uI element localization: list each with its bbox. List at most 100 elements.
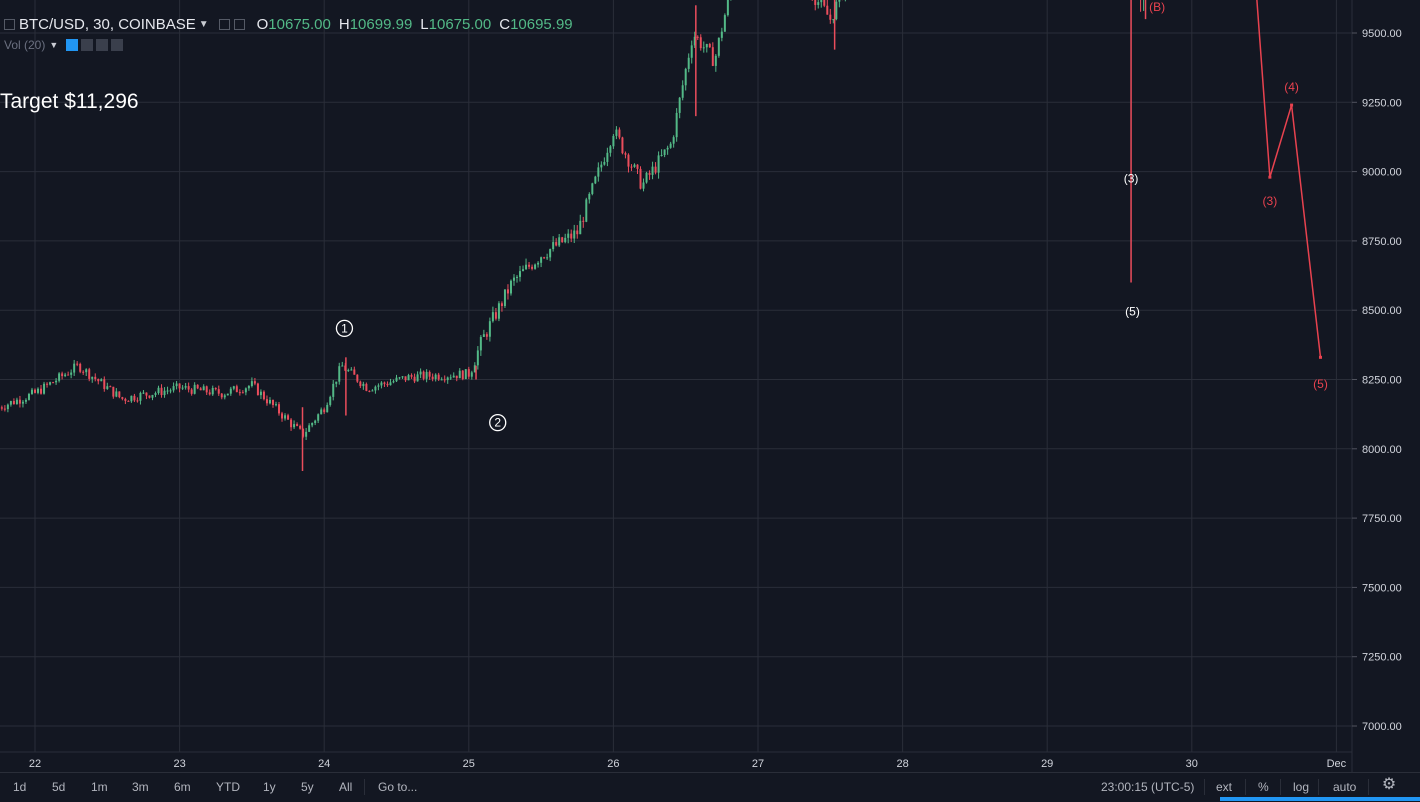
range-ytd[interactable]: YTD xyxy=(216,780,240,794)
candle-body xyxy=(184,386,187,388)
collapse-icon[interactable] xyxy=(4,18,15,30)
candle-body xyxy=(446,377,449,381)
candle-body xyxy=(639,168,642,189)
candle-body xyxy=(43,383,46,394)
bottom-toolbar: 1d 5d 1m 3m 6m YTD 1y 5y All Go to... 23… xyxy=(0,772,1420,802)
candle-body xyxy=(814,0,817,5)
candle-body xyxy=(476,350,479,366)
candle-body xyxy=(205,386,208,393)
candle-body xyxy=(226,393,229,396)
range-1d[interactable]: 1d xyxy=(13,780,27,794)
candle-body xyxy=(654,166,657,173)
candle-body xyxy=(838,0,841,2)
candle-body xyxy=(582,220,585,222)
candle-body xyxy=(121,397,124,399)
candle-body xyxy=(70,372,73,375)
candle-body xyxy=(666,147,669,150)
goto-button[interactable]: Go to... xyxy=(378,780,418,794)
candle-body xyxy=(151,394,154,398)
candle-body xyxy=(154,393,157,395)
candle-body xyxy=(3,408,6,410)
eye-icon[interactable] xyxy=(66,39,79,51)
candle-body xyxy=(708,44,711,48)
candle-body xyxy=(525,264,528,270)
price-axis: 12000.0011750.0011500.0011250.0011000.00… xyxy=(1352,28,1402,733)
candle-body xyxy=(720,31,723,38)
close-icon[interactable] xyxy=(111,39,124,51)
price-tick-label: 7250.00 xyxy=(1362,652,1402,664)
candle-body xyxy=(829,14,832,20)
candle-body xyxy=(362,383,365,387)
price-tick-label: 9500.00 xyxy=(1362,28,1402,40)
range-1m[interactable]: 1m xyxy=(91,780,108,794)
wave-label-red: (3) xyxy=(1263,194,1278,208)
time-tick-label: 29 xyxy=(1041,758,1053,770)
candle-body xyxy=(12,401,15,405)
volume-indicator[interactable]: Vol (20) ▼ xyxy=(4,37,126,53)
candle-body xyxy=(555,242,558,246)
chevron-down-icon[interactable]: ▼ xyxy=(49,40,59,50)
eye-icon[interactable] xyxy=(218,18,230,30)
candle-body xyxy=(178,383,181,389)
candle-body xyxy=(488,321,491,337)
candle-body xyxy=(561,237,564,243)
candle-body xyxy=(250,381,253,386)
settings-gear-icon[interactable]: ⚙ xyxy=(1381,776,1397,793)
chevron-down-icon[interactable]: ▼ xyxy=(198,18,209,30)
gear-icon[interactable] xyxy=(81,39,94,51)
candle-body xyxy=(467,369,470,377)
candle-body xyxy=(79,363,82,372)
symbol-label[interactable]: BTC/USD, 30, COINBASE xyxy=(19,15,196,33)
range-1y[interactable]: 1y xyxy=(263,780,276,794)
percent-toggle[interactable]: % xyxy=(1258,780,1269,794)
candle-body xyxy=(338,366,341,382)
candle-body xyxy=(190,389,193,394)
gear-icon[interactable] xyxy=(233,18,245,30)
candle-body xyxy=(52,382,55,384)
candle-body xyxy=(579,220,582,235)
log-toggle[interactable]: log xyxy=(1293,780,1310,794)
candle-body xyxy=(202,386,205,391)
candle-body xyxy=(642,182,645,189)
candle-body xyxy=(624,153,627,155)
clock-readout[interactable]: 23:00:15 (UTC-5) xyxy=(1101,780,1195,794)
candle-body xyxy=(419,371,422,375)
plus-icon[interactable] xyxy=(96,39,109,51)
range-5d[interactable]: 5d xyxy=(52,780,66,794)
candle-body xyxy=(187,386,190,390)
range-all[interactable]: All xyxy=(339,780,353,794)
candle-body xyxy=(58,373,61,381)
candle-body xyxy=(449,377,452,379)
candle-body xyxy=(299,425,302,429)
range-5y[interactable]: 5y xyxy=(301,780,314,794)
candle-body xyxy=(37,388,40,393)
candle-body xyxy=(482,334,485,337)
candle-body xyxy=(332,383,335,397)
candle-body xyxy=(27,393,30,400)
candle-body xyxy=(657,155,660,173)
candle-body xyxy=(271,399,274,405)
candle-body xyxy=(627,154,630,167)
candle-body xyxy=(359,381,362,387)
candle-body xyxy=(21,401,24,404)
time-tick-label: 22 xyxy=(29,758,41,770)
candle-body xyxy=(603,161,606,165)
time-tick-label: Dec xyxy=(1327,758,1347,770)
candle-body xyxy=(199,388,202,391)
candle-body xyxy=(500,303,503,307)
ext-toggle[interactable]: ext xyxy=(1216,780,1233,794)
range-6m[interactable]: 6m xyxy=(174,780,191,794)
range-3m[interactable]: 3m xyxy=(132,780,149,794)
candle-body xyxy=(253,381,256,384)
auto-toggle[interactable]: auto xyxy=(1333,780,1357,794)
candle-body xyxy=(145,392,148,396)
projection-line xyxy=(1256,0,1322,358)
candle-body xyxy=(434,374,437,379)
candle-body xyxy=(473,365,476,373)
candle-body xyxy=(509,280,512,294)
candle-body xyxy=(564,237,567,243)
candle-body xyxy=(534,264,537,269)
projection-point xyxy=(1290,103,1294,107)
candle-body xyxy=(705,44,708,48)
